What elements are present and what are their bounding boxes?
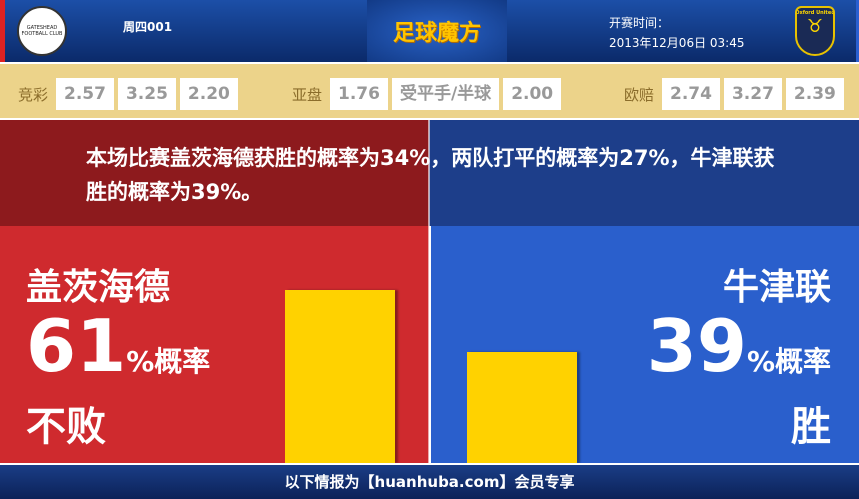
- home-name: 盖茨海德: [26, 267, 171, 308]
- euro-label: 欧赔: [624, 85, 655, 104]
- summary-band-away: [429, 120, 859, 226]
- kickoff-time: 2013年12月06日 03:45: [609, 36, 745, 50]
- home-probability-bar: [285, 290, 395, 463]
- handicap-value: 受平手/半球: [391, 78, 500, 110]
- home-percent-suffix: %概率: [126, 345, 211, 378]
- away-probability-bar: [467, 352, 577, 463]
- odds-value: 3.27: [723, 78, 782, 110]
- asian-label: 亚盘: [292, 85, 323, 104]
- asian-odds: 亚盘 1.76 受平手/半球 2.00: [292, 78, 562, 110]
- euro-odds: 欧赔 2.74 3.27 2.39: [624, 78, 844, 110]
- odds-value: 2.00: [503, 78, 562, 110]
- match-header: GATESHEAD FOOTBALL CLUB 周四001 足球魔方 开赛时间：…: [0, 0, 859, 62]
- members-footer[interactable]: 以下情报为【huanhuba.com】会员专享: [0, 463, 859, 499]
- kickoff-info: 开赛时间： 2013年12月06日 03:45: [609, 13, 744, 53]
- probability-summary: 本场比赛盖茨海德获胜的概率为34%，两队打平的概率为27%，牛津联获胜的概率为3…: [86, 146, 775, 204]
- jingcai-label: 竞彩: [18, 85, 49, 104]
- home-team-logo: GATESHEAD FOOTBALL CLUB: [17, 6, 67, 56]
- home-percent: 61%概率: [26, 302, 210, 406]
- kickoff-label: 开赛时间：: [609, 16, 670, 30]
- odds-value: 2.57: [56, 78, 114, 110]
- away-name: 牛津联: [722, 267, 831, 308]
- jingcai-odds: 竞彩 2.57 3.25 2.20: [18, 78, 238, 110]
- summary-band-home: [0, 120, 429, 226]
- home-logo-text: GATESHEAD FOOTBALL CLUB: [21, 25, 63, 37]
- away-team-logo: Oxford United ♉: [795, 6, 835, 56]
- away-logo-text: Oxford United: [795, 10, 835, 16]
- odds-value: 3.25: [117, 78, 176, 110]
- match-code: 周四001: [123, 20, 173, 34]
- ox-icon: ♉: [806, 16, 824, 37]
- odds-bar: 竞彩 2.57 3.25 2.20 亚盘 1.76 受平手/半球 2.00 欧赔…: [0, 62, 859, 118]
- divider: [428, 120, 430, 463]
- odds-value: 2.20: [179, 78, 238, 110]
- away-percent-value: 39: [646, 304, 747, 388]
- odds-value: 2.39: [785, 78, 844, 110]
- away-percent-suffix: %概率: [746, 345, 831, 378]
- home-percent-value: 61: [26, 304, 127, 388]
- away-outcome: 胜: [791, 404, 831, 450]
- home-outcome: 不败: [26, 404, 106, 450]
- odds-value: 1.76: [330, 78, 388, 110]
- brand-logo: 足球魔方: [367, 0, 507, 62]
- odds-value: 2.74: [662, 78, 720, 110]
- away-percent: 39%概率: [647, 302, 831, 406]
